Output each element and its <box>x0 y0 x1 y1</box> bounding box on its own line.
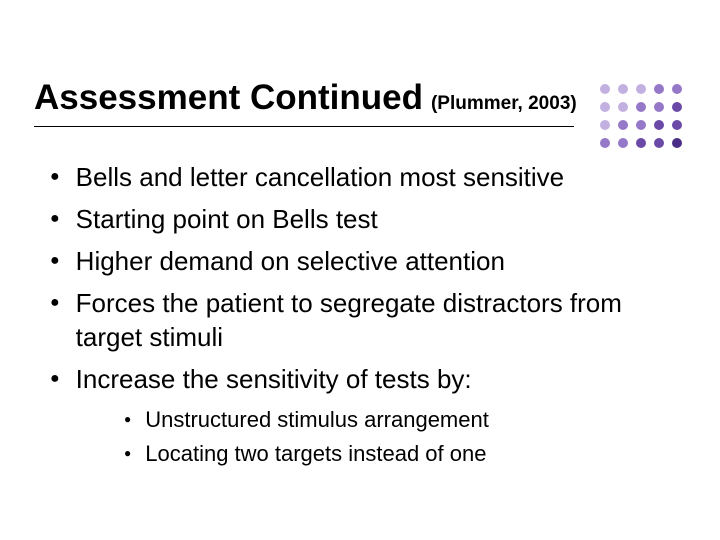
decorative-dot <box>654 120 664 130</box>
slide: { "slide": { "title": "Assessment Contin… <box>0 0 720 540</box>
bullet-icon: ● <box>50 363 60 395</box>
decorative-dot <box>600 102 610 112</box>
bullet-icon: ● <box>50 245 60 277</box>
decorative-dot <box>618 84 628 94</box>
list-item-text: Forces the patient to segregate distract… <box>76 286 670 354</box>
decorative-dot <box>672 102 682 112</box>
sub-bullet-list: ● Unstructured stimulus arrangement ● Lo… <box>124 406 670 468</box>
list-item: ● Increase the sensitivity of tests by: <box>50 362 670 396</box>
list-item-text: Bells and letter cancellation most sensi… <box>76 160 670 194</box>
decorative-dot <box>636 84 646 94</box>
decorative-dot <box>618 120 628 130</box>
slide-title: Assessment Continued <box>34 78 423 118</box>
title-row: Assessment Continued (Plummer, 2003) <box>34 78 686 118</box>
list-item: ● Bells and letter cancellation most sen… <box>50 160 670 194</box>
sub-list-item: ● Unstructured stimulus arrangement <box>124 406 670 434</box>
title-underline <box>34 126 574 127</box>
decorative-dot <box>672 120 682 130</box>
decorative-dot <box>654 102 664 112</box>
bullet-icon: ● <box>50 161 60 193</box>
decorative-dot-grid <box>600 84 686 152</box>
bullet-icon: ● <box>50 287 60 319</box>
bullet-icon: ● <box>124 406 131 432</box>
decorative-dot <box>672 84 682 94</box>
decorative-dot <box>618 102 628 112</box>
sub-list-item-text: Locating two targets instead of one <box>145 440 486 468</box>
decorative-dot <box>672 138 682 148</box>
sub-list-item-text: Unstructured stimulus arrangement <box>145 406 489 434</box>
bullet-icon: ● <box>124 440 131 466</box>
sub-list-item: ● Locating two targets instead of one <box>124 440 670 468</box>
list-item-text: Starting point on Bells test <box>76 202 670 236</box>
decorative-dot <box>636 120 646 130</box>
list-item: ● Starting point on Bells test <box>50 202 670 236</box>
bullet-list: ● Bells and letter cancellation most sen… <box>50 160 670 474</box>
decorative-dot <box>600 84 610 94</box>
bullet-icon: ● <box>50 203 60 235</box>
list-item-text: Increase the sensitivity of tests by: <box>76 362 670 396</box>
decorative-dot <box>636 102 646 112</box>
decorative-dot <box>600 120 610 130</box>
list-item: ● Forces the patient to segregate distra… <box>50 286 670 354</box>
slide-citation: (Plummer, 2003) <box>431 93 577 115</box>
list-item-text: Higher demand on selective attention <box>76 244 670 278</box>
list-item: ● Higher demand on selective attention <box>50 244 670 278</box>
decorative-dot <box>600 138 610 148</box>
decorative-dot <box>618 138 628 148</box>
decorative-dot <box>654 138 664 148</box>
decorative-dot <box>654 84 664 94</box>
decorative-dot <box>636 138 646 148</box>
